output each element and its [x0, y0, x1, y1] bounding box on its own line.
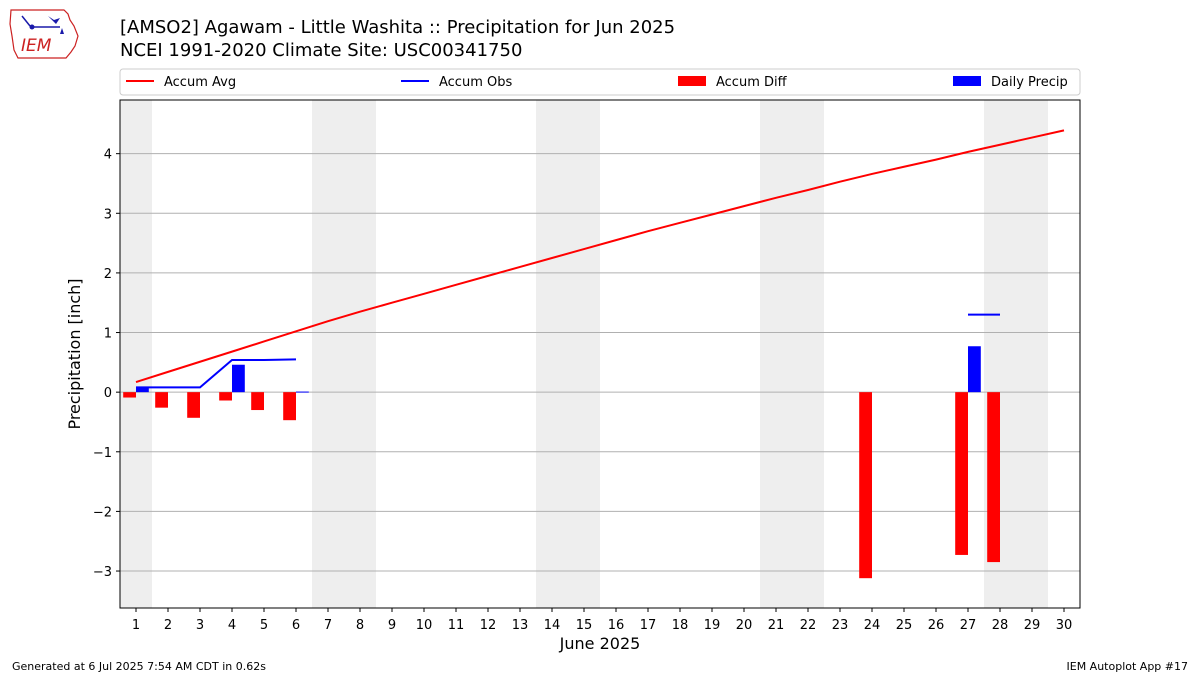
x-axis-ticks: 1 2 3 4 5 6 7 8 9 10 11 12 13 14 15 16 17 18 19 20 21 22 23 24 2…: [132, 608, 1072, 633]
accum-diff-bar: [987, 392, 1000, 563]
chart-subtitle: NCEI 1991-2020 Climate Site: USC00341750: [120, 40, 523, 61]
x-tick-label: 8: [356, 618, 364, 633]
x-tick-label: 4: [228, 618, 236, 633]
y-tick-label: 2: [104, 267, 112, 282]
y-axis-ticks: 4 3 2 1 0 −1 −2 −3: [93, 148, 120, 580]
accum-diff-bar: [187, 392, 200, 418]
y-tick-label: −2: [93, 505, 112, 520]
x-tick-label: 10: [416, 618, 433, 633]
legend-patch-swatch: [953, 76, 981, 86]
daily-precip-bar: [232, 364, 245, 393]
weekend-shade: [120, 100, 152, 608]
plot-frame: [119, 99, 1081, 609]
x-tick-label: 25: [896, 618, 913, 633]
bars: [123, 346, 1000, 579]
weekend-shade: [984, 100, 1048, 608]
x-tick-label: 22: [800, 618, 817, 633]
lines: [135, 129, 1065, 389]
x-tick-label: 15: [576, 618, 593, 633]
plot-background: [120, 100, 1048, 608]
legend-label: Accum Avg: [164, 75, 236, 90]
x-tick-label: 5: [260, 618, 268, 633]
x-tick-label: 23: [832, 618, 849, 633]
x-tick-label: 26: [928, 618, 945, 633]
x-tick-label: 24: [864, 618, 881, 633]
accum-avg-line: [135, 129, 1065, 383]
y-tick-label: 1: [104, 327, 112, 342]
legend-patch-swatch: [678, 76, 706, 86]
x-tick-label: 3: [196, 618, 204, 633]
x-tick-label: 14: [544, 618, 561, 633]
legend-label: Daily Precip: [991, 75, 1068, 90]
legend: Accum Avg Accum Obs Accum Diff Daily Precip: [119, 68, 1081, 96]
x-tick-label: 13: [512, 618, 529, 633]
y-tick-label: −1: [93, 446, 112, 461]
x-tick-label: 27: [960, 618, 977, 633]
x-tick-label: 29: [1024, 618, 1041, 633]
legend-box: [119, 68, 1081, 96]
iem-logo: IEM: [9, 9, 79, 59]
legend-label: Accum Obs: [439, 75, 512, 90]
x-tick-label: 17: [640, 618, 657, 633]
accum-diff-bar: [123, 392, 136, 398]
daily-precip-bar: [296, 391, 309, 393]
x-tick-label: 19: [704, 618, 721, 633]
grid-lines: [120, 153, 1080, 572]
weekend-shade: [312, 100, 376, 608]
x-tick-label: 18: [672, 618, 689, 633]
y-tick-label: 0: [104, 386, 112, 401]
x-tick-label: 11: [448, 618, 465, 633]
legend-label: Accum Diff: [716, 75, 788, 90]
x-tick-label: 1: [132, 618, 140, 633]
accum-diff-bar: [219, 392, 232, 401]
y-tick-label: 4: [104, 148, 112, 163]
x-tick-label: 9: [388, 618, 396, 633]
x-tick-label: 12: [480, 618, 497, 633]
x-axis-label: June 2025: [559, 634, 641, 653]
accum-diff-bar: [155, 392, 168, 408]
x-tick-label: 28: [992, 618, 1009, 633]
logo-text: IEM: [21, 36, 52, 56]
y-tick-label: 3: [104, 207, 112, 222]
x-tick-label: 16: [608, 618, 625, 633]
daily-precip-bar: [968, 346, 981, 393]
daily-precip-bar: [136, 387, 149, 393]
accum-diff-bar: [859, 392, 872, 579]
y-tick-label: −3: [93, 565, 112, 580]
weekend-shade: [760, 100, 824, 608]
x-tick-label: 21: [768, 618, 785, 633]
generated-timestamp: Generated at 6 Jul 2025 7:54 AM CDT in 0…: [12, 660, 266, 673]
x-tick-label: 20: [736, 618, 753, 633]
app-label: IEM Autoplot App #17: [1066, 660, 1189, 673]
weekend-shade: [536, 100, 600, 608]
y-axis-label: Precipitation [inch]: [65, 278, 84, 429]
x-tick-label: 6: [292, 618, 300, 633]
accum-diff-bar: [251, 392, 264, 411]
x-tick-label: 2: [164, 618, 172, 633]
chart-title: [AMSO2] Agawam - Little Washita :: Preci…: [120, 17, 676, 38]
x-tick-label: 30: [1056, 618, 1073, 633]
accum-obs-line: [136, 358, 297, 389]
accum-diff-bar: [955, 392, 968, 555]
x-tick-label: 7: [324, 618, 332, 633]
accum-diff-bar: [283, 392, 296, 421]
